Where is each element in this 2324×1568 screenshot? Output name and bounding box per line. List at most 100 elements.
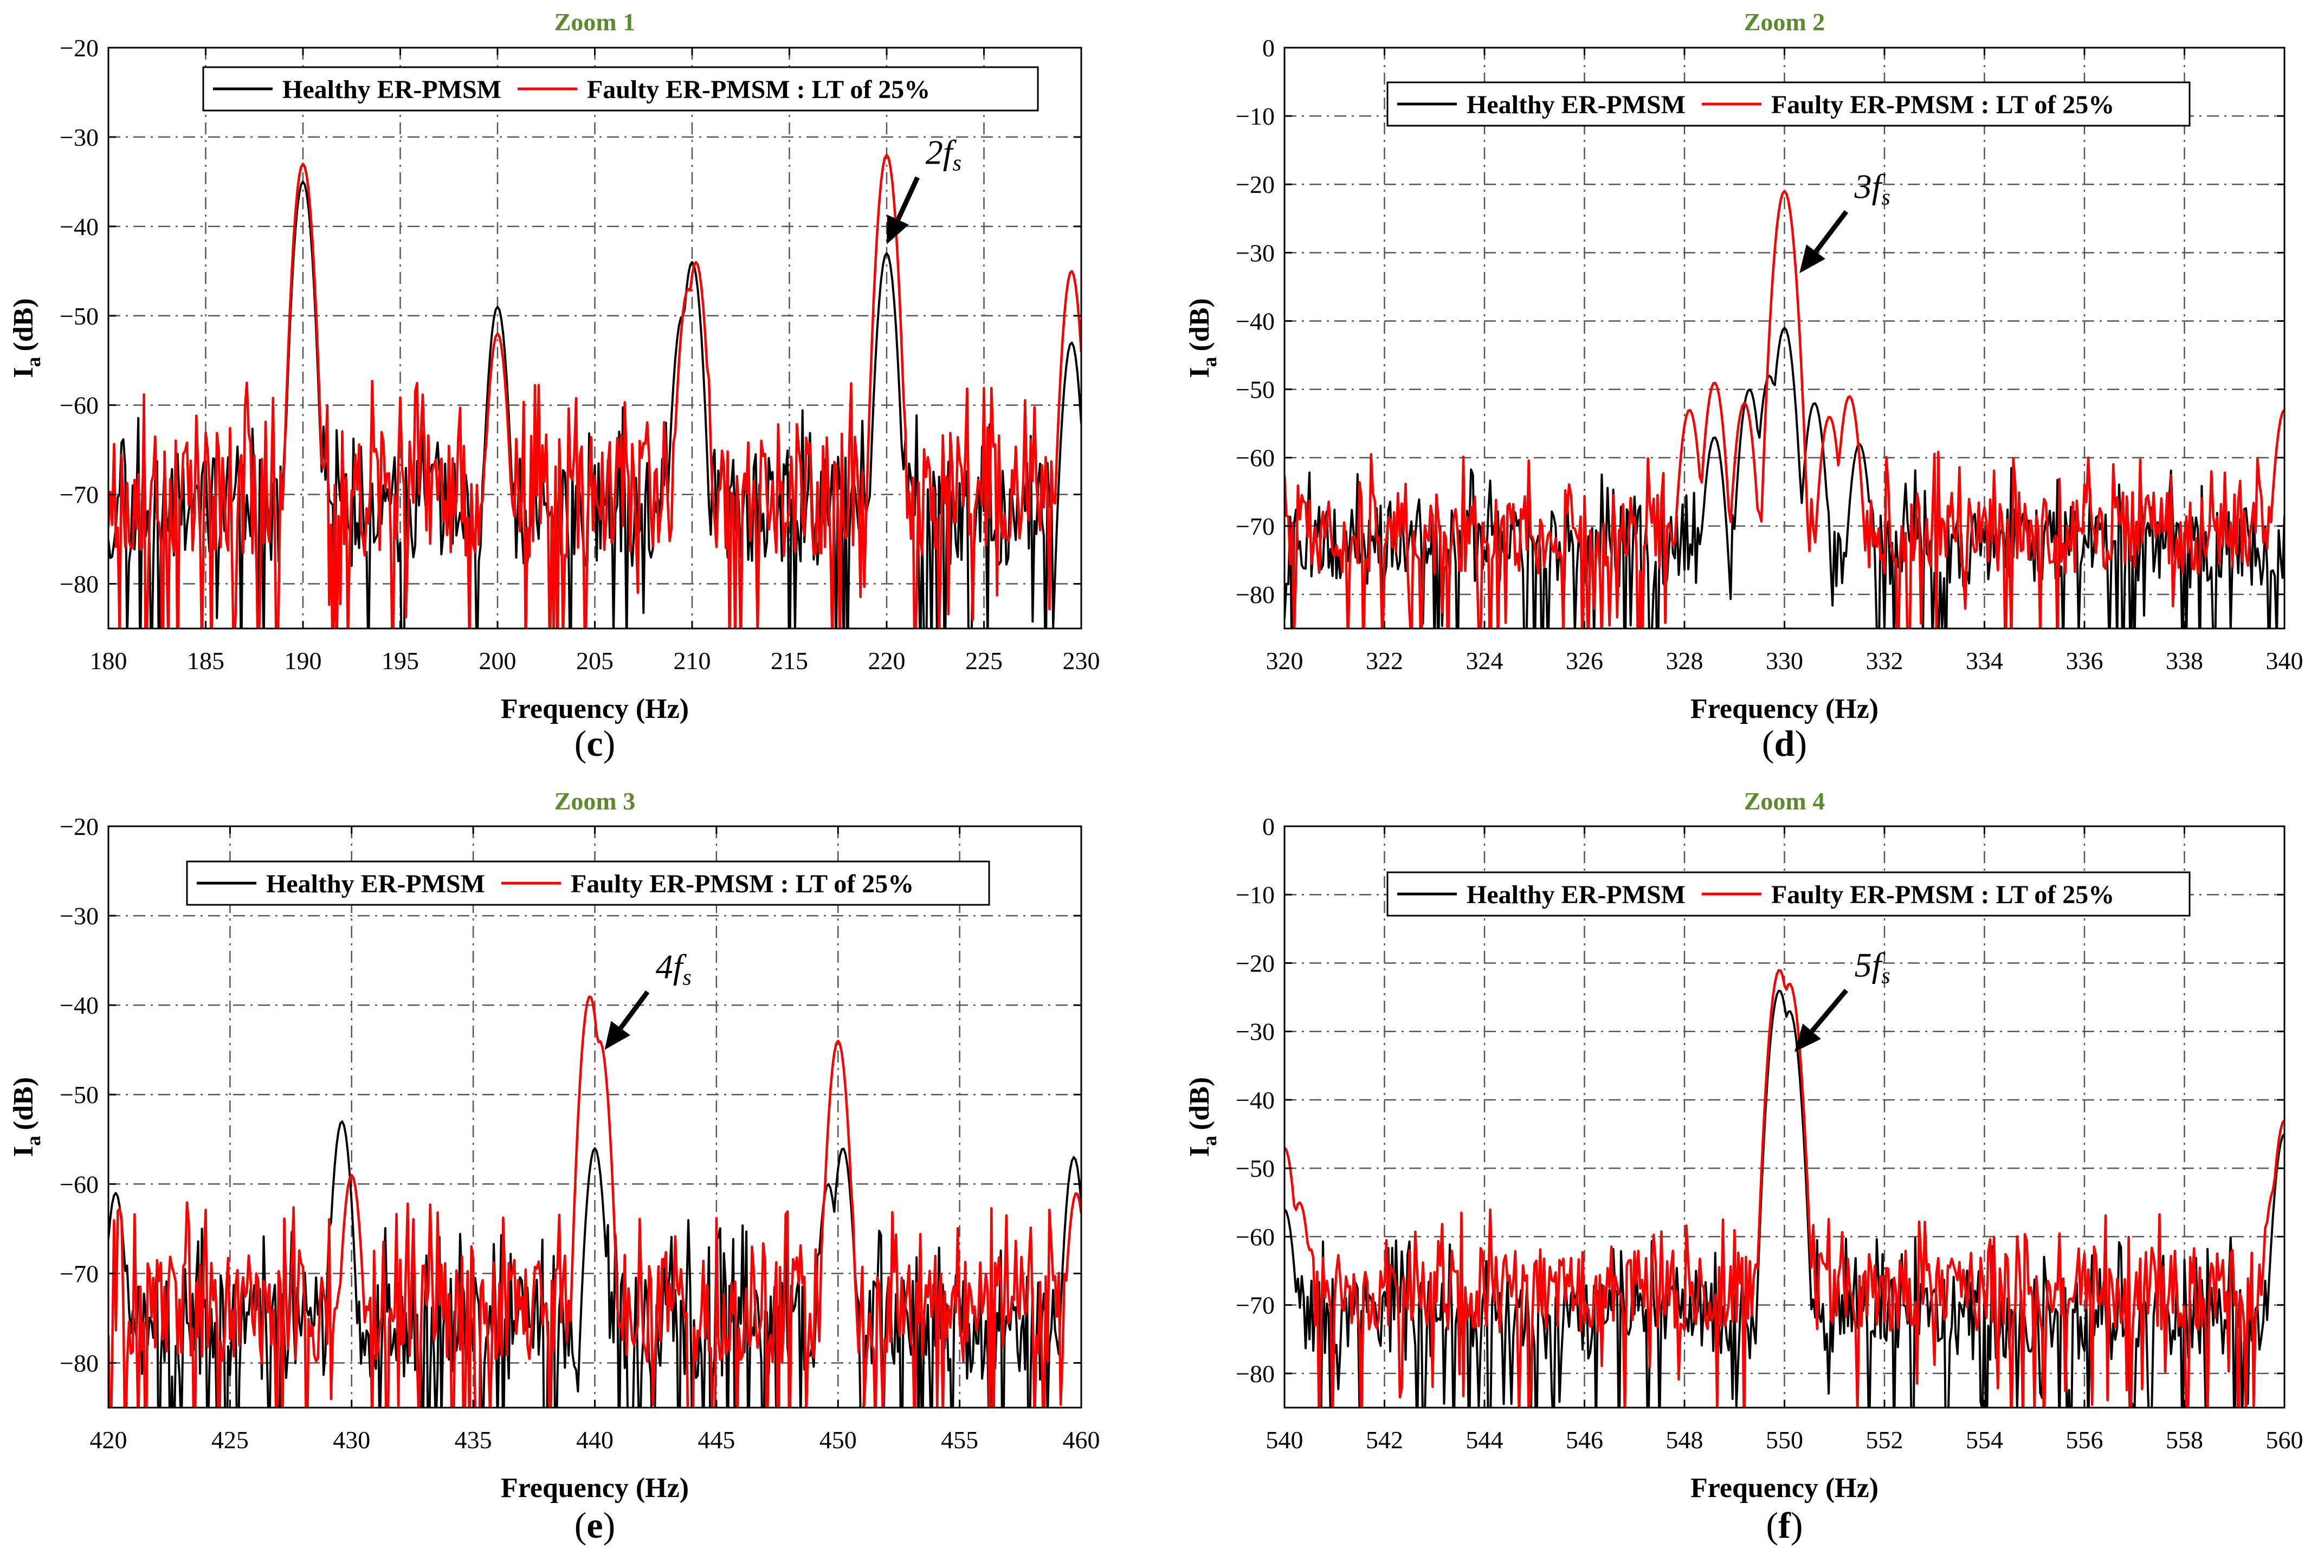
x-tick-label: 550 xyxy=(1766,1426,1803,1454)
y-axis-label-unit: (dB) xyxy=(8,1077,39,1130)
series-line-faulty xyxy=(1284,969,2284,1408)
annotation-label: 2fs xyxy=(926,133,961,176)
y-tick-label: −30 xyxy=(60,902,99,930)
y-tick-label: −20 xyxy=(60,34,99,62)
x-tick-label: 554 xyxy=(1966,1426,2003,1454)
x-tick-label: 324 xyxy=(1466,647,1503,675)
legend: Healthy ER-PMSM Faulty ER-PMSM : LT of 25… xyxy=(1386,871,2191,917)
y-tick-label: −50 xyxy=(1236,376,1275,404)
y-tick-label: −40 xyxy=(60,213,99,241)
y-tick-label: −60 xyxy=(60,392,99,419)
y-tick-label: −80 xyxy=(1236,1360,1275,1388)
x-tick-label: 332 xyxy=(1866,647,1903,675)
series-line-faulty xyxy=(1284,190,2284,629)
x-axis-label: Frequency (Hz) xyxy=(1690,694,1878,724)
x-tick-label: 542 xyxy=(1366,1426,1403,1454)
x-tick-label: 560 xyxy=(2266,1426,2303,1454)
x-tick-label: 215 xyxy=(771,647,808,675)
y-tick-label: −40 xyxy=(1236,1086,1275,1114)
y-tick-label: −20 xyxy=(60,813,99,840)
legend-entry-faulty: Faulty ER-PMSM : LT of 25% xyxy=(1771,90,2114,119)
y-axis-label-unit: (dB) xyxy=(1184,298,1215,351)
y-tick-label: −70 xyxy=(1236,513,1275,540)
annotation-arrow-shaft xyxy=(895,176,920,221)
x-tick-label: 334 xyxy=(1966,647,2003,675)
y-axis-label: Ia (dB) xyxy=(1184,1077,1221,1157)
x-tick-label: 200 xyxy=(479,647,517,675)
y-axis-label-sub: a xyxy=(22,1136,45,1146)
x-tick-label: 420 xyxy=(90,1426,127,1454)
y-tick-label: −50 xyxy=(60,1081,99,1109)
panel-label: (f) xyxy=(1766,1505,1803,1546)
y-axis-label: Ia (dB) xyxy=(8,298,45,378)
x-axis-label: Frequency (Hz) xyxy=(501,1473,689,1504)
chart-title: Zoom 2 xyxy=(1744,8,1825,36)
x-tick-label: 225 xyxy=(965,647,1003,675)
legend-entry-healthy: Healthy ER-PMSM xyxy=(1467,90,1686,119)
x-tick-label: 338 xyxy=(2166,647,2203,675)
panel-label: (e) xyxy=(574,1505,616,1546)
y-tick-label: −70 xyxy=(1236,1292,1275,1319)
x-tick-label: 220 xyxy=(868,647,906,675)
annotation-arrow-head xyxy=(1794,1023,1821,1052)
y-axis-label-unit: (dB) xyxy=(1184,1077,1215,1130)
annotation-arrow-head xyxy=(887,215,909,244)
chart-panel-2: 320 322 324 326 328 330 332 334 336 338 340 0 −10 −20… xyxy=(1184,8,2303,764)
x-tick-label: 205 xyxy=(576,647,614,675)
legend: Healthy ER-PMSM Faulty ER-PMSM : LT of 25… xyxy=(186,860,990,906)
y-tick-label: −40 xyxy=(1236,307,1275,335)
y-tick-label: −80 xyxy=(60,571,99,598)
x-tick-label: 340 xyxy=(2266,647,2303,675)
x-tick-label: 460 xyxy=(1063,1426,1100,1454)
legend-entry-healthy: Healthy ER-PMSM xyxy=(266,870,485,898)
x-tick-label: 326 xyxy=(1566,647,1603,675)
chart-title: Zoom 1 xyxy=(554,8,636,36)
series-line-faulty xyxy=(108,995,1081,1408)
annotation-arrow-head xyxy=(604,1021,630,1050)
x-axis-label: Frequency (Hz) xyxy=(501,694,689,724)
x-tick-label: 230 xyxy=(1063,647,1100,675)
legend-entry-faulty: Faulty ER-PMSM : LT of 25% xyxy=(571,870,914,898)
x-tick-label: 430 xyxy=(333,1426,370,1454)
x-tick-label: 558 xyxy=(2166,1426,2203,1454)
annotation-arrow-head xyxy=(1799,244,1825,274)
series-line-healthy xyxy=(1284,327,2284,629)
y-axis-label-main: I xyxy=(8,367,39,378)
panel-label: (d) xyxy=(1762,723,1807,764)
y-tick-label: −10 xyxy=(1236,881,1275,909)
y-tick-label: −80 xyxy=(60,1349,99,1377)
x-tick-label: 552 xyxy=(1866,1426,1903,1454)
x-tick-label: 445 xyxy=(698,1426,735,1454)
y-tick-label: −10 xyxy=(1236,102,1275,130)
y-tick-label: −70 xyxy=(60,481,99,509)
legend-entry-faulty: Faulty ER-PMSM : LT of 25% xyxy=(587,75,930,104)
y-tick-label: −60 xyxy=(1236,1223,1275,1250)
x-tick-label: 425 xyxy=(211,1426,249,1454)
x-tick-label: 440 xyxy=(576,1426,614,1454)
panel-label: (c) xyxy=(574,723,616,764)
y-tick-label: 0 xyxy=(1262,813,1275,840)
annotation-label: 4fs xyxy=(656,948,692,990)
annotation-arrow-shaft xyxy=(1813,210,1849,254)
y-axis-label-main: I xyxy=(8,1146,39,1157)
y-tick-label: −50 xyxy=(1236,1155,1275,1182)
y-axis-label-sub: a xyxy=(1198,357,1221,367)
y-tick-label: −20 xyxy=(1236,171,1275,198)
x-tick-label: 210 xyxy=(674,647,711,675)
y-axis-label-main: I xyxy=(1184,1146,1215,1157)
y-tick-label: −80 xyxy=(1236,581,1275,608)
legend-entry-healthy: Healthy ER-PMSM xyxy=(1467,880,1686,909)
annotation-arrow-shaft xyxy=(1810,988,1849,1033)
legend-entry-healthy: Healthy ER-PMSM xyxy=(282,75,501,104)
legend-box xyxy=(1386,871,2191,917)
x-tick-label: 330 xyxy=(1766,647,1803,675)
series-line-faulty xyxy=(108,153,1081,629)
x-tick-label: 455 xyxy=(941,1426,978,1454)
y-tick-label: −40 xyxy=(60,992,99,1019)
x-tick-label: 450 xyxy=(819,1426,857,1454)
legend: Healthy ER-PMSM Faulty ER-PMSM : LT of 25… xyxy=(202,66,1039,112)
y-axis-label: Ia (dB) xyxy=(1184,298,1221,378)
x-tick-label: 544 xyxy=(1466,1426,1503,1454)
x-tick-label: 540 xyxy=(1266,1426,1303,1454)
x-tick-label: 336 xyxy=(2066,647,2103,675)
